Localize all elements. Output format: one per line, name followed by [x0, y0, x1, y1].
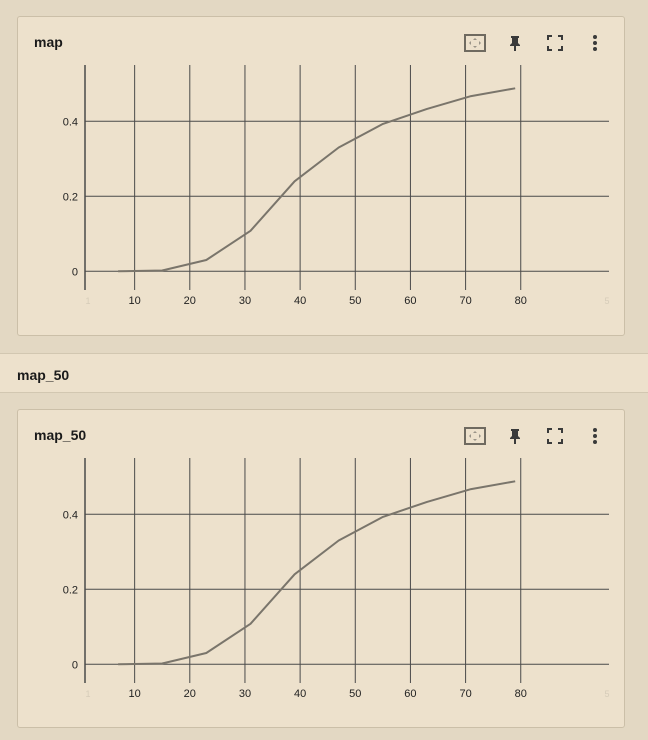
chart-title: map	[34, 34, 63, 50]
fit-domain-button[interactable]	[460, 31, 490, 55]
series-line	[118, 480, 516, 666]
x-tick-label: 20	[184, 295, 196, 307]
pin-button[interactable]	[500, 424, 530, 448]
x-range-start-label: 1	[85, 296, 90, 306]
series-line	[118, 87, 516, 273]
more-options-button[interactable]	[580, 424, 610, 448]
fullscreen-button[interactable]	[540, 31, 570, 55]
pin-icon	[510, 429, 520, 444]
y-tick-label: 0	[72, 659, 78, 671]
pin-button[interactable]	[500, 31, 530, 55]
fit-domain-button[interactable]	[460, 424, 490, 448]
y-tick-label: 0.2	[63, 191, 78, 203]
chart-toolbar	[450, 31, 610, 55]
x-tick-label: 80	[515, 295, 527, 307]
x-range-end-label: 5	[604, 296, 609, 306]
y-tick-label: 0	[72, 266, 78, 278]
more-vert-icon	[593, 35, 597, 51]
chart-card-map: map 10 20 30 40 50 60 70 80 1 5 0 0.2 0.4	[17, 16, 625, 336]
chart-title: map_50	[34, 427, 87, 443]
x-tick-label: 80	[515, 688, 527, 700]
y-tick-label: 0.4	[63, 116, 78, 128]
x-tick-label: 70	[459, 295, 471, 307]
chart-card-map-50: map_50 10 20 30 40 50 60 70 80 1 5 0 0.2 0.4	[17, 409, 625, 728]
section-title: map_50	[17, 367, 70, 383]
x-tick-label: 60	[404, 295, 416, 307]
x-tick-label: 10	[129, 295, 141, 307]
x-tick-label: 30	[239, 688, 251, 700]
fit-domain-icon	[464, 34, 486, 52]
x-tick-label: 50	[349, 295, 361, 307]
x-tick-label: 60	[404, 688, 416, 700]
x-range-start-label: 1	[85, 689, 90, 699]
x-tick-label: 30	[239, 295, 251, 307]
more-vert-icon	[593, 428, 597, 444]
y-tick-label: 0.2	[63, 584, 78, 596]
chart-toolbar	[450, 424, 610, 448]
x-tick-label: 40	[294, 688, 306, 700]
line-chart-map[interactable]: 10 20 30 40 50 60 70 801 500.20.4	[18, 17, 626, 337]
line-chart-map-50[interactable]: 10 20 30 40 50 60 70 801 500.20.4	[18, 410, 626, 729]
fullscreen-icon	[547, 428, 563, 444]
x-tick-label: 40	[294, 295, 306, 307]
x-tick-label: 20	[184, 688, 196, 700]
x-range-end-label: 5	[604, 689, 609, 699]
x-tick-label: 50	[349, 688, 361, 700]
x-tick-label: 10	[129, 688, 141, 700]
x-tick-label: 70	[459, 688, 471, 700]
fullscreen-icon	[547, 35, 563, 51]
fullscreen-button[interactable]	[540, 424, 570, 448]
more-options-button[interactable]	[580, 31, 610, 55]
pin-icon	[510, 36, 520, 51]
fit-domain-icon	[464, 427, 486, 445]
section-header[interactable]: map_50	[0, 353, 648, 393]
y-tick-label: 0.4	[63, 509, 78, 521]
